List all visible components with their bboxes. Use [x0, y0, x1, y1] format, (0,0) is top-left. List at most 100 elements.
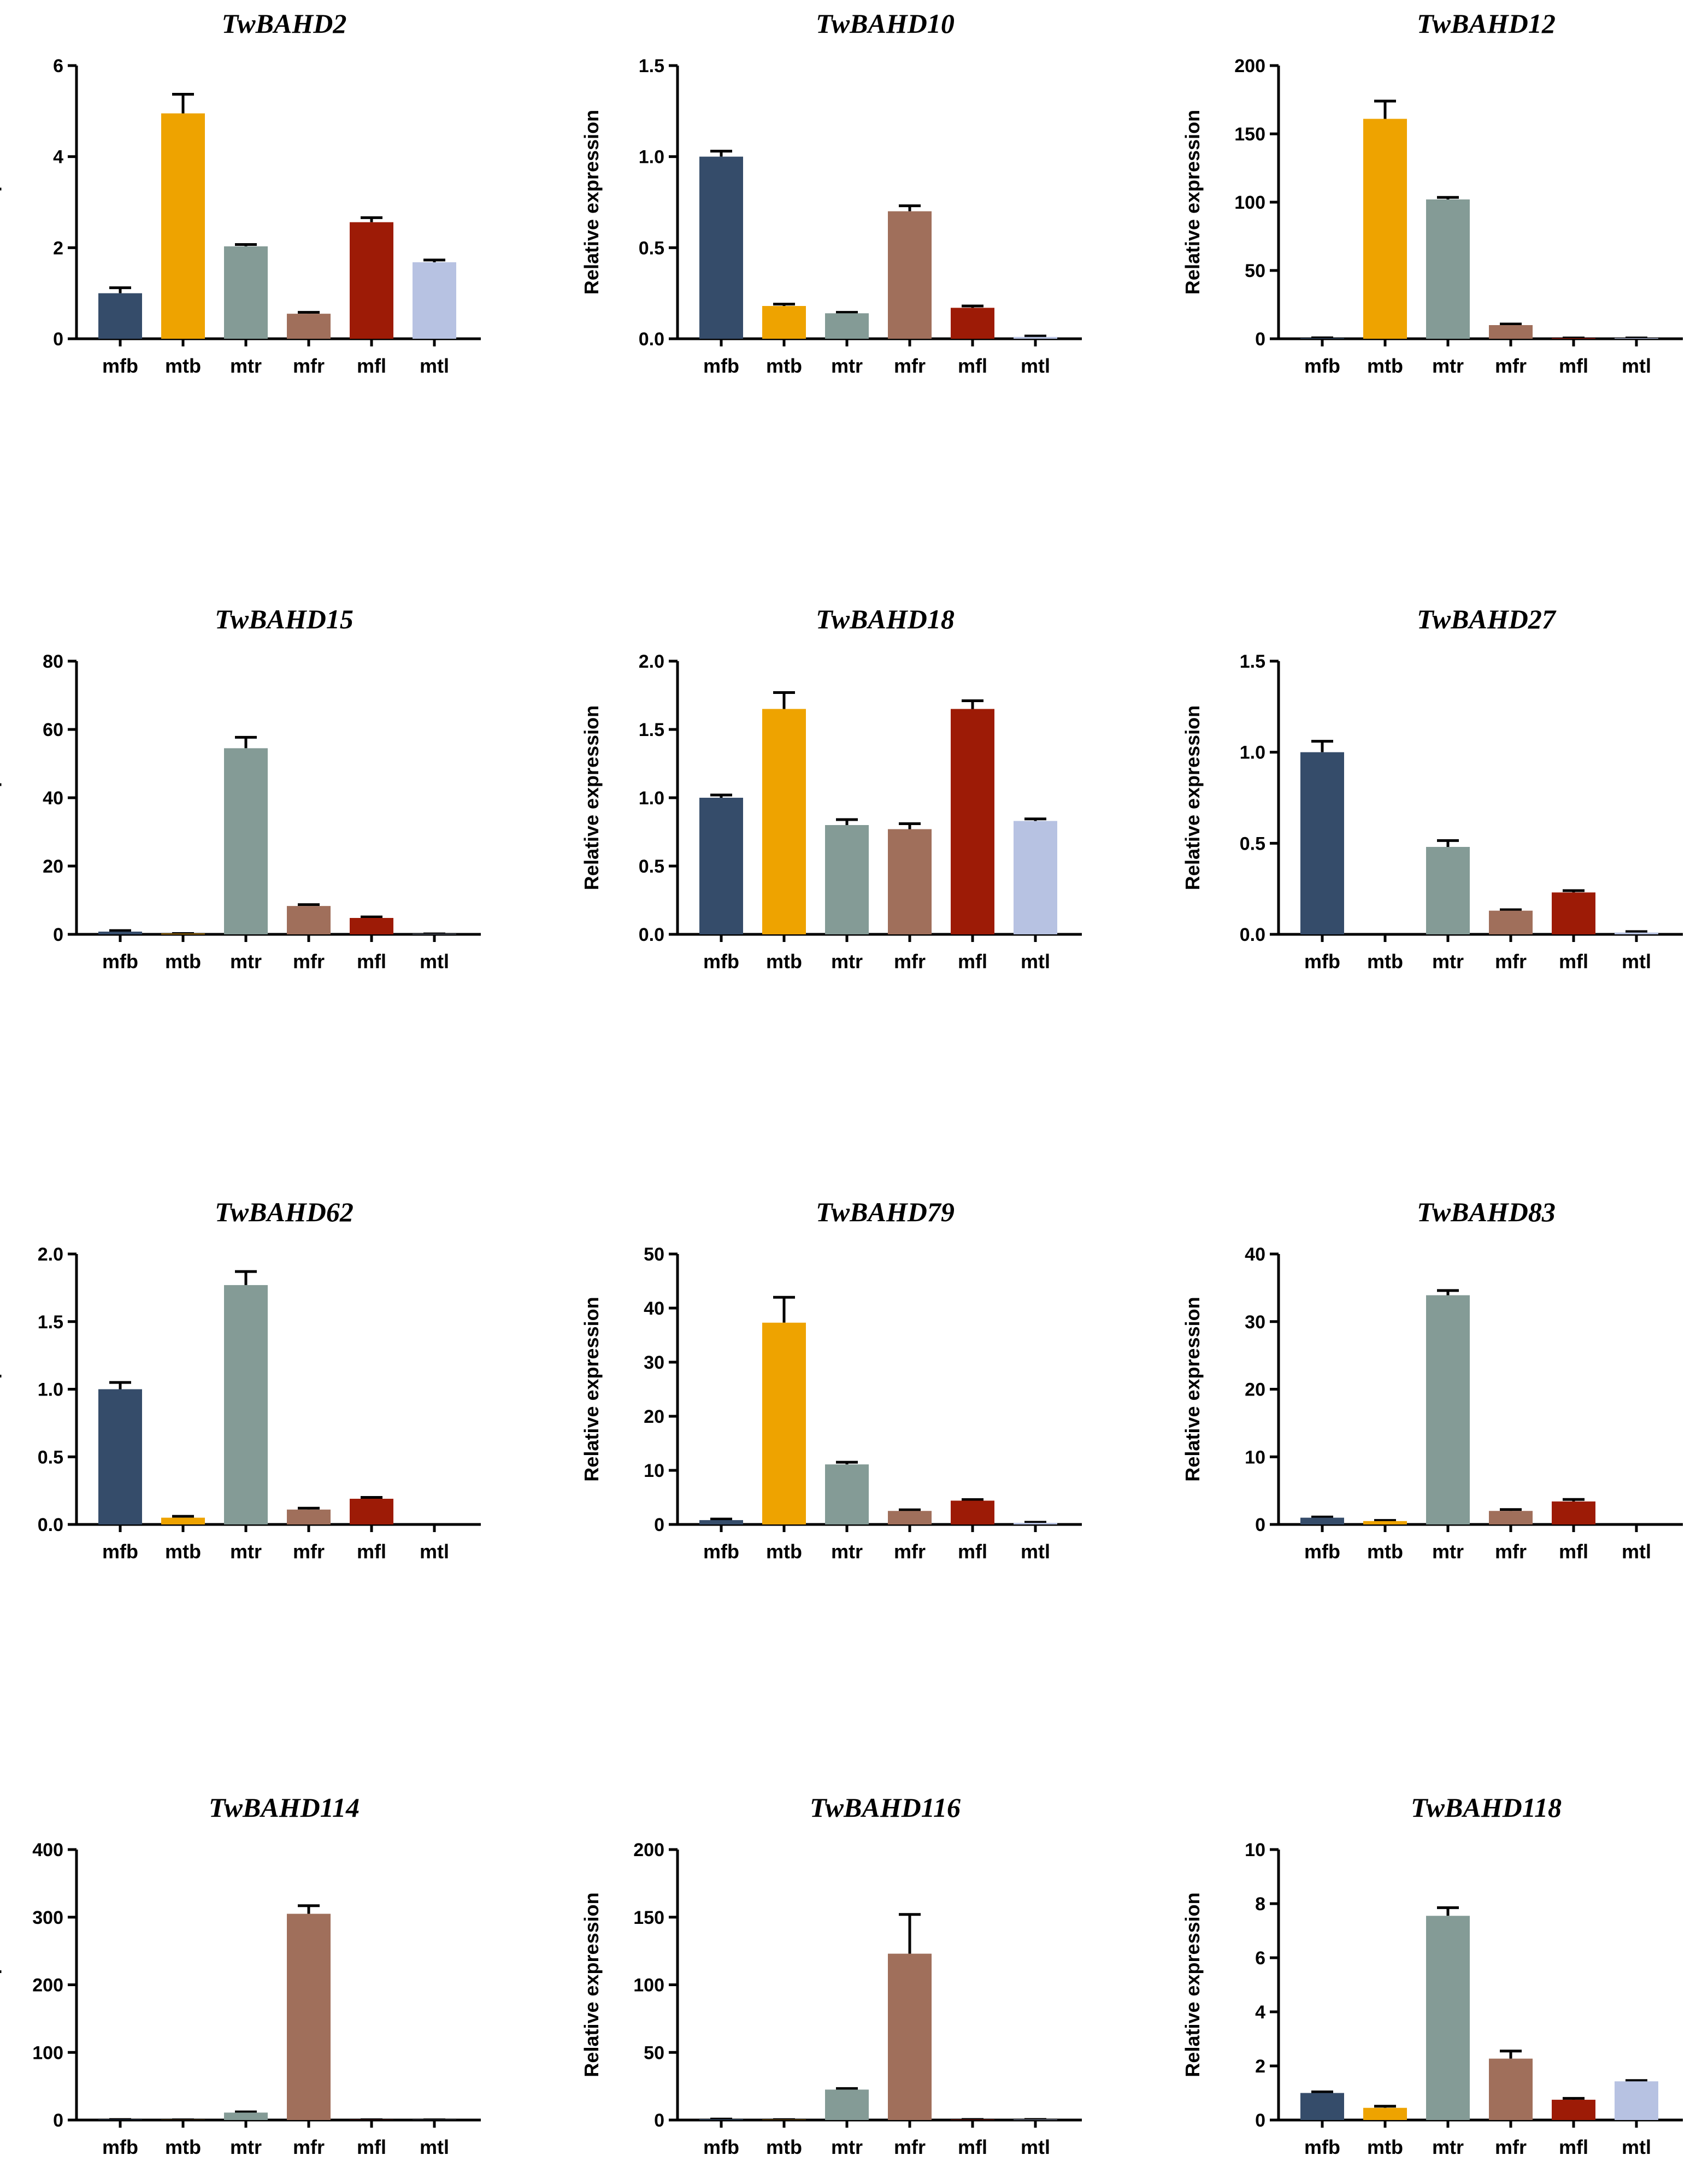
x-tick-label: mfb: [1304, 1540, 1340, 1563]
bar-mfl: [951, 308, 994, 339]
y-tick-label: 0.5: [38, 1447, 63, 1468]
bar-mfl: [951, 709, 994, 934]
x-tick-label: mfr: [894, 950, 926, 973]
chart-panel: TwBAHD114 Relative expression 0 100 200 300 40…: [0, 1792, 481, 2158]
x-tick-label: mfl: [357, 2136, 386, 2158]
bar-mfl: [350, 1498, 393, 1524]
y-axis-label: Relative expression: [1181, 110, 1204, 295]
bar-mfb: [699, 1520, 743, 1524]
bar-mtr: [1426, 199, 1470, 339]
x-tick-label: mfl: [958, 1540, 987, 1563]
y-tick-label: 1.5: [38, 1312, 63, 1333]
y-tick-label: 2: [53, 238, 63, 258]
bar-mfb: [699, 156, 743, 339]
y-tick-label: 0: [654, 1515, 664, 1535]
y-tick-label: 0: [1255, 329, 1265, 350]
x-tick-label: mtl: [420, 950, 449, 973]
chart-panel: TwBAHD62 Relative expression 0.0 0.5 1.0 1.5 2…: [0, 1197, 481, 1563]
y-tick-label: 60: [43, 720, 63, 740]
y-tick-label: 6: [53, 56, 63, 76]
y-tick-label: 0.5: [639, 238, 664, 258]
x-tick-label: mtb: [1367, 950, 1403, 973]
x-tick-label: mtr: [230, 1540, 262, 1563]
bar-mfl: [1552, 2099, 1595, 2120]
x-tick-label: mtl: [1622, 2136, 1651, 2158]
x-tick-label: mfl: [1559, 950, 1588, 973]
chart-panel: TwBAHD116 Relative expression 0 50 100 150 200…: [580, 1792, 1082, 2158]
y-tick-label: 2: [1255, 2056, 1265, 2077]
y-axis-label: Relative expression: [1181, 1892, 1204, 2077]
x-tick-label: mfl: [958, 2136, 987, 2158]
bar-mfb: [1300, 752, 1344, 934]
x-tick-label: mtb: [165, 950, 201, 973]
bar-mfr: [888, 829, 932, 934]
x-tick-label: mtl: [1021, 1540, 1050, 1563]
x-tick-label: mfl: [1559, 2136, 1588, 2158]
y-tick-label: 6: [1255, 1948, 1265, 1969]
x-tick-label: mtb: [1367, 2136, 1403, 2158]
x-tick-label: mfb: [1304, 2136, 1340, 2158]
bar-mtl: [1615, 338, 1658, 339]
bar-mtb: [1363, 119, 1407, 339]
chart-title: TwBAHD12: [1417, 8, 1556, 39]
x-tick-label: mtl: [1021, 2136, 1050, 2158]
y-tick-label: 0.5: [1240, 833, 1265, 854]
y-tick-label: 200: [1234, 56, 1265, 76]
x-tick-label: mfr: [894, 1540, 926, 1563]
x-tick-label: mfr: [1495, 2136, 1527, 2158]
chart-title: TwBAHD18: [816, 604, 955, 634]
chart-panel: TwBAHD79 Relative expression 0 10 20 30 40 50 mf…: [580, 1197, 1082, 1563]
x-tick-label: mfb: [703, 2136, 739, 2158]
y-tick-label: 0: [1255, 2110, 1265, 2131]
bar-mfr: [1489, 1511, 1533, 1524]
chart-panel: TwBAHD10 Relative expression 0.0 0.5 1.0 1.5 m…: [580, 8, 1082, 377]
chart-panel: TwBAHD83 Relative expression 0 10 20 30 40 mfb m…: [1181, 1197, 1683, 1563]
y-tick-label: 30: [1245, 1312, 1265, 1333]
bar-mfr: [1489, 910, 1533, 934]
y-tick-label: 10: [1245, 1840, 1265, 1860]
y-tick-label: 0: [1255, 1515, 1265, 1535]
chart-panel: TwBAHD118 Relative expression 0 2 4 6 8 10 mfb mt…: [1181, 1792, 1683, 2158]
x-tick-label: mtr: [1432, 2136, 1464, 2158]
x-tick-label: mfr: [293, 355, 325, 377]
y-tick-label: 0.0: [38, 1515, 63, 1535]
y-tick-label: 20: [43, 856, 63, 877]
bar-mfb: [699, 2119, 743, 2120]
x-tick-label: mfr: [293, 1540, 325, 1563]
bar-mtl: [413, 262, 456, 339]
x-tick-label: mfl: [357, 1540, 386, 1563]
y-tick-label: 1.0: [639, 147, 664, 168]
bar-mtr: [224, 1285, 268, 1524]
x-tick-label: mtb: [1367, 355, 1403, 377]
x-tick-label: mtb: [766, 950, 802, 973]
x-tick-label: mfb: [703, 1540, 739, 1563]
x-tick-label: mtb: [766, 1540, 802, 1563]
y-axis-label: Relative expression: [0, 110, 2, 295]
y-tick-label: 50: [1245, 261, 1265, 281]
x-tick-label: mtr: [230, 2136, 262, 2158]
x-tick-label: mtl: [1622, 355, 1651, 377]
y-tick-label: 300: [32, 1907, 63, 1928]
y-axis-label: Relative expression: [580, 1892, 603, 2077]
chart-title: TwBAHD15: [215, 604, 354, 634]
x-tick-label: mfb: [102, 355, 138, 377]
bar-mtl: [1014, 1523, 1057, 1524]
x-tick-label: mtb: [766, 2136, 802, 2158]
bar-mtr: [224, 2112, 268, 2120]
y-tick-label: 10: [1245, 1447, 1265, 1468]
bar-mtb: [1363, 2107, 1407, 2120]
x-tick-label: mtr: [230, 950, 262, 973]
chart-title: TwBAHD2: [222, 8, 347, 39]
bar-mtb: [762, 306, 806, 339]
bar-mfr: [287, 1509, 331, 1524]
bar-mtr: [825, 2089, 869, 2120]
y-axis-label: Relative expression: [580, 705, 603, 890]
y-tick-label: 20: [1245, 1380, 1265, 1400]
bar-mfb: [98, 2119, 142, 2120]
bar-mfr: [888, 1953, 932, 2120]
bar-mfl: [951, 2119, 994, 2120]
y-tick-label: 30: [644, 1352, 664, 1373]
bar-mfb: [699, 798, 743, 934]
y-tick-label: 0: [53, 2110, 63, 2131]
y-tick-label: 1.5: [1240, 651, 1265, 672]
